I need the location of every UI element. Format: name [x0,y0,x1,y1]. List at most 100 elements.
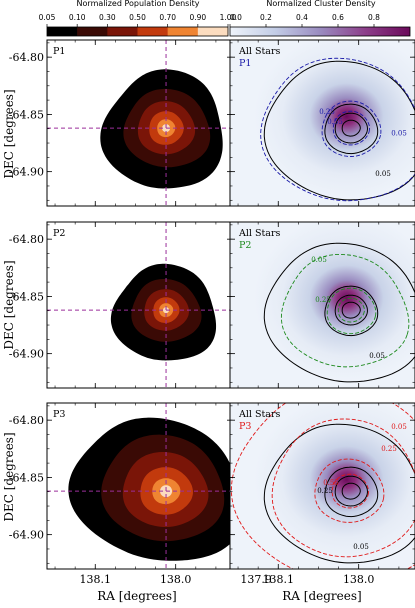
all-stars-contour-1 [324,285,379,337]
right-r2-frame [229,402,415,570]
left-colorbar-tick-label: 0.50 [129,13,146,22]
left-colorbar-segment [107,27,138,36]
right-r2-x-tick-label: 138.0 [343,573,375,586]
population-label: P1 [53,46,65,57]
all-stars-contour-1 [324,103,379,155]
population-density-panel-p2: P2 -64.80 -64.85 -64.90 [9,221,257,389]
left-r0-y-tick-label: -64.80 [9,51,44,64]
population-contours [47,40,232,206]
cluster-density-map [230,403,415,569]
left-r2-x-tick-label: 138.1 [80,573,112,586]
right-colorbar-tick-label: 0.2 [260,13,272,22]
right-colorbar-tick-label: 0.6 [332,13,344,22]
y-axis-label-row2: DEC [degrees] [2,260,16,349]
all-stars-contour-3 [341,482,361,500]
left-colorbar-tick-label: 0.05 [39,13,56,22]
left-r0-y-tick-label: -64.85 [9,108,44,121]
left-colorbar-segment [47,27,78,36]
left-r1-y-tick-label: -64.85 [9,290,44,303]
right-colorbar-title: Normalized Cluster Density [266,0,376,8]
population-contour-label: 0.55 [323,479,339,487]
left-colorbar-tick-label: 1.00 [220,13,237,22]
left-colorbar-tick-label: 0.70 [159,13,176,22]
all-stars-contour-2 [334,294,368,326]
legend-population: P1 [239,58,251,69]
population-contour-2 [337,297,365,323]
all-stars-contour-label: 0.05 [369,352,385,360]
population-contour-label: 0.05 [391,423,407,431]
x-axis-label-left: RA [degrees] [97,589,176,603]
legend-population: P3 [239,421,251,432]
population-contour-label: 0.05 [311,256,327,264]
population-contour-3 [331,473,369,509]
all-stars-contour-0 [263,242,415,383]
cluster-contours: 0.05 0.25 0.55 0.05 [230,40,415,206]
left-r1-y-tick-label: -64.90 [9,348,44,361]
legend-population: P2 [239,240,251,251]
x-axis-label-right: RA [degrees] [282,589,361,603]
legend-all-stars: All Stars [238,228,280,239]
left-colorbar-segment [197,27,229,36]
left-r2-x-tick-label: 138.0 [160,573,192,586]
right-r2-x-tick-label: 138.1 [263,573,295,586]
all-stars-contour-label: 0.05 [353,543,369,551]
population-contour-1 [271,418,415,558]
population-contours [47,222,232,388]
population-label: P2 [53,228,65,239]
cluster-contours: 0.050.250.550.050.25 [230,403,415,569]
cluster-density-map [230,40,415,206]
cluster-contours: 0.05 0.25 0.05 [230,222,415,388]
all-stars-contour-3 [341,301,361,319]
all-stars-contour-3 [341,119,361,137]
population-contour-2 [332,110,370,146]
left-r0-y-tick-label: -64.90 [9,166,44,179]
right-colorbar: Normalized Cluster Density 0.0 0.2 0.4 0.6 0… [229,0,411,37]
right-r0-frame [229,39,415,207]
left-r2-y-tick-label: -64.80 [9,414,44,427]
all-stars-contour-2 [334,475,368,507]
left-r2-y-tick-label: -64.90 [9,529,44,542]
right-r1-frame [229,221,415,389]
left-colorbar-segment [137,27,168,36]
population-density-panel-p1: P1 -64.80 -64.85 -64.90 [9,39,257,207]
right-colorbar-tick-label: 0.4 [296,13,308,22]
legend-all-stars: All Stars [238,409,280,420]
population-contours [47,403,232,569]
left-colorbar-title: Normalized Population Density [77,0,200,8]
population-contour-0 [260,57,415,202]
left-colorbar-tick-label: 0.90 [189,13,206,22]
right-colorbar-tick-label: 0.8 [368,13,380,22]
all-stars-contour-label: 0.05 [375,170,391,178]
y-axis-label-row1: DEC [degrees] [2,89,16,178]
all-stars-contour-1 [324,466,379,518]
left-r1-y-tick-label: -64.80 [9,233,44,246]
left-colorbar-segment [167,27,199,36]
population-contour-label: 0.25 [381,445,397,453]
population-contour-label: 0.05 [391,129,407,137]
right-colorbar-bar [229,26,411,37]
left-colorbar-segment [77,27,108,36]
y-axis-label-row3: DEC [degrees] [2,432,16,521]
population-density-panel-p3: P3 138.1 138.0 137.9 -64.80 -64.85 -64.90 [9,402,272,586]
population-contour-1 [326,287,377,335]
population-label: P3 [53,409,65,420]
left-colorbar-tick-label: 0.30 [99,13,116,22]
population-contour-2 [314,458,385,523]
population-contour-label: 0.25 [315,296,331,304]
all-stars-contour-label: 0.25 [317,487,333,495]
all-stars-contour-0 [263,423,415,564]
right-colorbar-tick-label: 0.0 [230,13,242,22]
population-contour-label: 0.55 [327,118,343,126]
left-r2-y-tick-label: -64.85 [9,471,44,484]
population-contour-label: 0.25 [319,108,335,116]
left-colorbar: Normalized Population Density 0.05 0.10 0.… [39,0,237,37]
all-stars-contour-2 [334,112,368,144]
legend-all-stars: All Stars [238,46,280,57]
population-contour-0 [280,253,410,368]
left-colorbar-tick-label: 0.10 [69,13,86,22]
left-r2-x-tick-label: 137.9 [240,573,272,586]
